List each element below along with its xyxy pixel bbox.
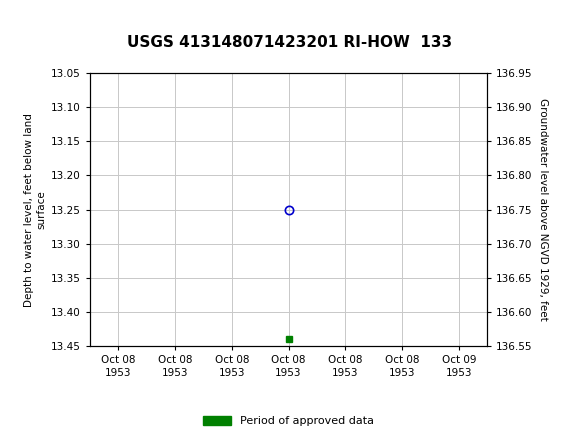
Y-axis label: Groundwater level above NGVD 1929, feet: Groundwater level above NGVD 1929, feet [538,98,548,321]
Text: ≈: ≈ [1,9,16,22]
Legend: Period of approved data: Period of approved data [199,412,378,430]
Text: USGS 413148071423201 RI-HOW  133: USGS 413148071423201 RI-HOW 133 [128,36,452,50]
Y-axis label: Depth to water level, feet below land
surface: Depth to water level, feet below land su… [24,113,47,307]
Text: USGS: USGS [9,9,64,27]
